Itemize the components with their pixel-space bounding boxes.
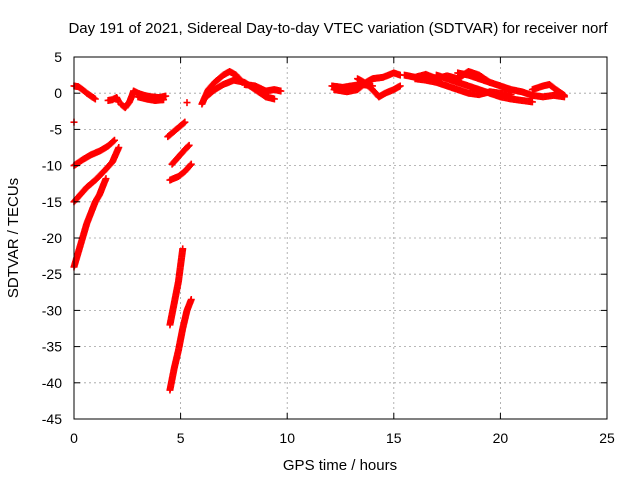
data-point: [115, 144, 123, 151]
chart-title: Day 191 of 2021, Sidereal Day-to-day VTE…: [68, 20, 608, 37]
y-tick-label: -15: [42, 194, 62, 210]
x-tick-label: 15: [386, 430, 402, 446]
data-point: [180, 119, 188, 127]
y-tick-label: -35: [42, 339, 62, 355]
y-tick-label: -45: [42, 411, 62, 427]
data-point: [185, 141, 193, 149]
x-tick-label: 5: [177, 430, 185, 446]
data-point: [486, 78, 494, 86]
data-point: [277, 87, 285, 95]
data-point: [183, 99, 191, 107]
x-axis-label: GPS time / hours: [283, 457, 397, 474]
y-tick-label: -40: [42, 375, 62, 391]
data-point: [91, 95, 99, 103]
data-point: [102, 175, 110, 183]
data-point: [528, 98, 536, 106]
y-axis-ticks: 5 0 -5 -10 -15 -20 -25 -30 -35 -40 -45: [42, 49, 607, 427]
data-point: [162, 92, 170, 100]
data-point: [160, 96, 168, 104]
y-tick-label: 5: [54, 49, 62, 65]
x-axis-ticks: 0 5 10 15 20 25: [70, 57, 615, 446]
x-tick-label: 0: [70, 430, 78, 446]
data-point: [184, 142, 192, 150]
x-tick-label: 25: [599, 430, 615, 446]
data-points: [70, 67, 568, 394]
y-tick-label: -30: [42, 302, 62, 318]
y-tick-label: -10: [42, 158, 62, 174]
data-point: [111, 136, 119, 144]
data-point: [179, 245, 187, 253]
data-point: [396, 82, 404, 90]
y-axis-label: SDTVAR / TECUs: [5, 178, 22, 298]
data-point: [187, 160, 195, 168]
x-tick-label: 20: [493, 430, 509, 446]
data-point: [181, 118, 189, 126]
y-tick-label: -25: [42, 266, 62, 282]
x-tick-label: 10: [279, 430, 295, 446]
y-tick-label: -20: [42, 230, 62, 246]
data-point: [186, 161, 194, 169]
y-tick-label: 0: [54, 85, 62, 101]
y-tick-label: -5: [50, 121, 63, 137]
data-point: [187, 296, 195, 304]
data-point: [110, 137, 118, 145]
data-point: [270, 95, 278, 103]
data-point: [560, 91, 568, 99]
